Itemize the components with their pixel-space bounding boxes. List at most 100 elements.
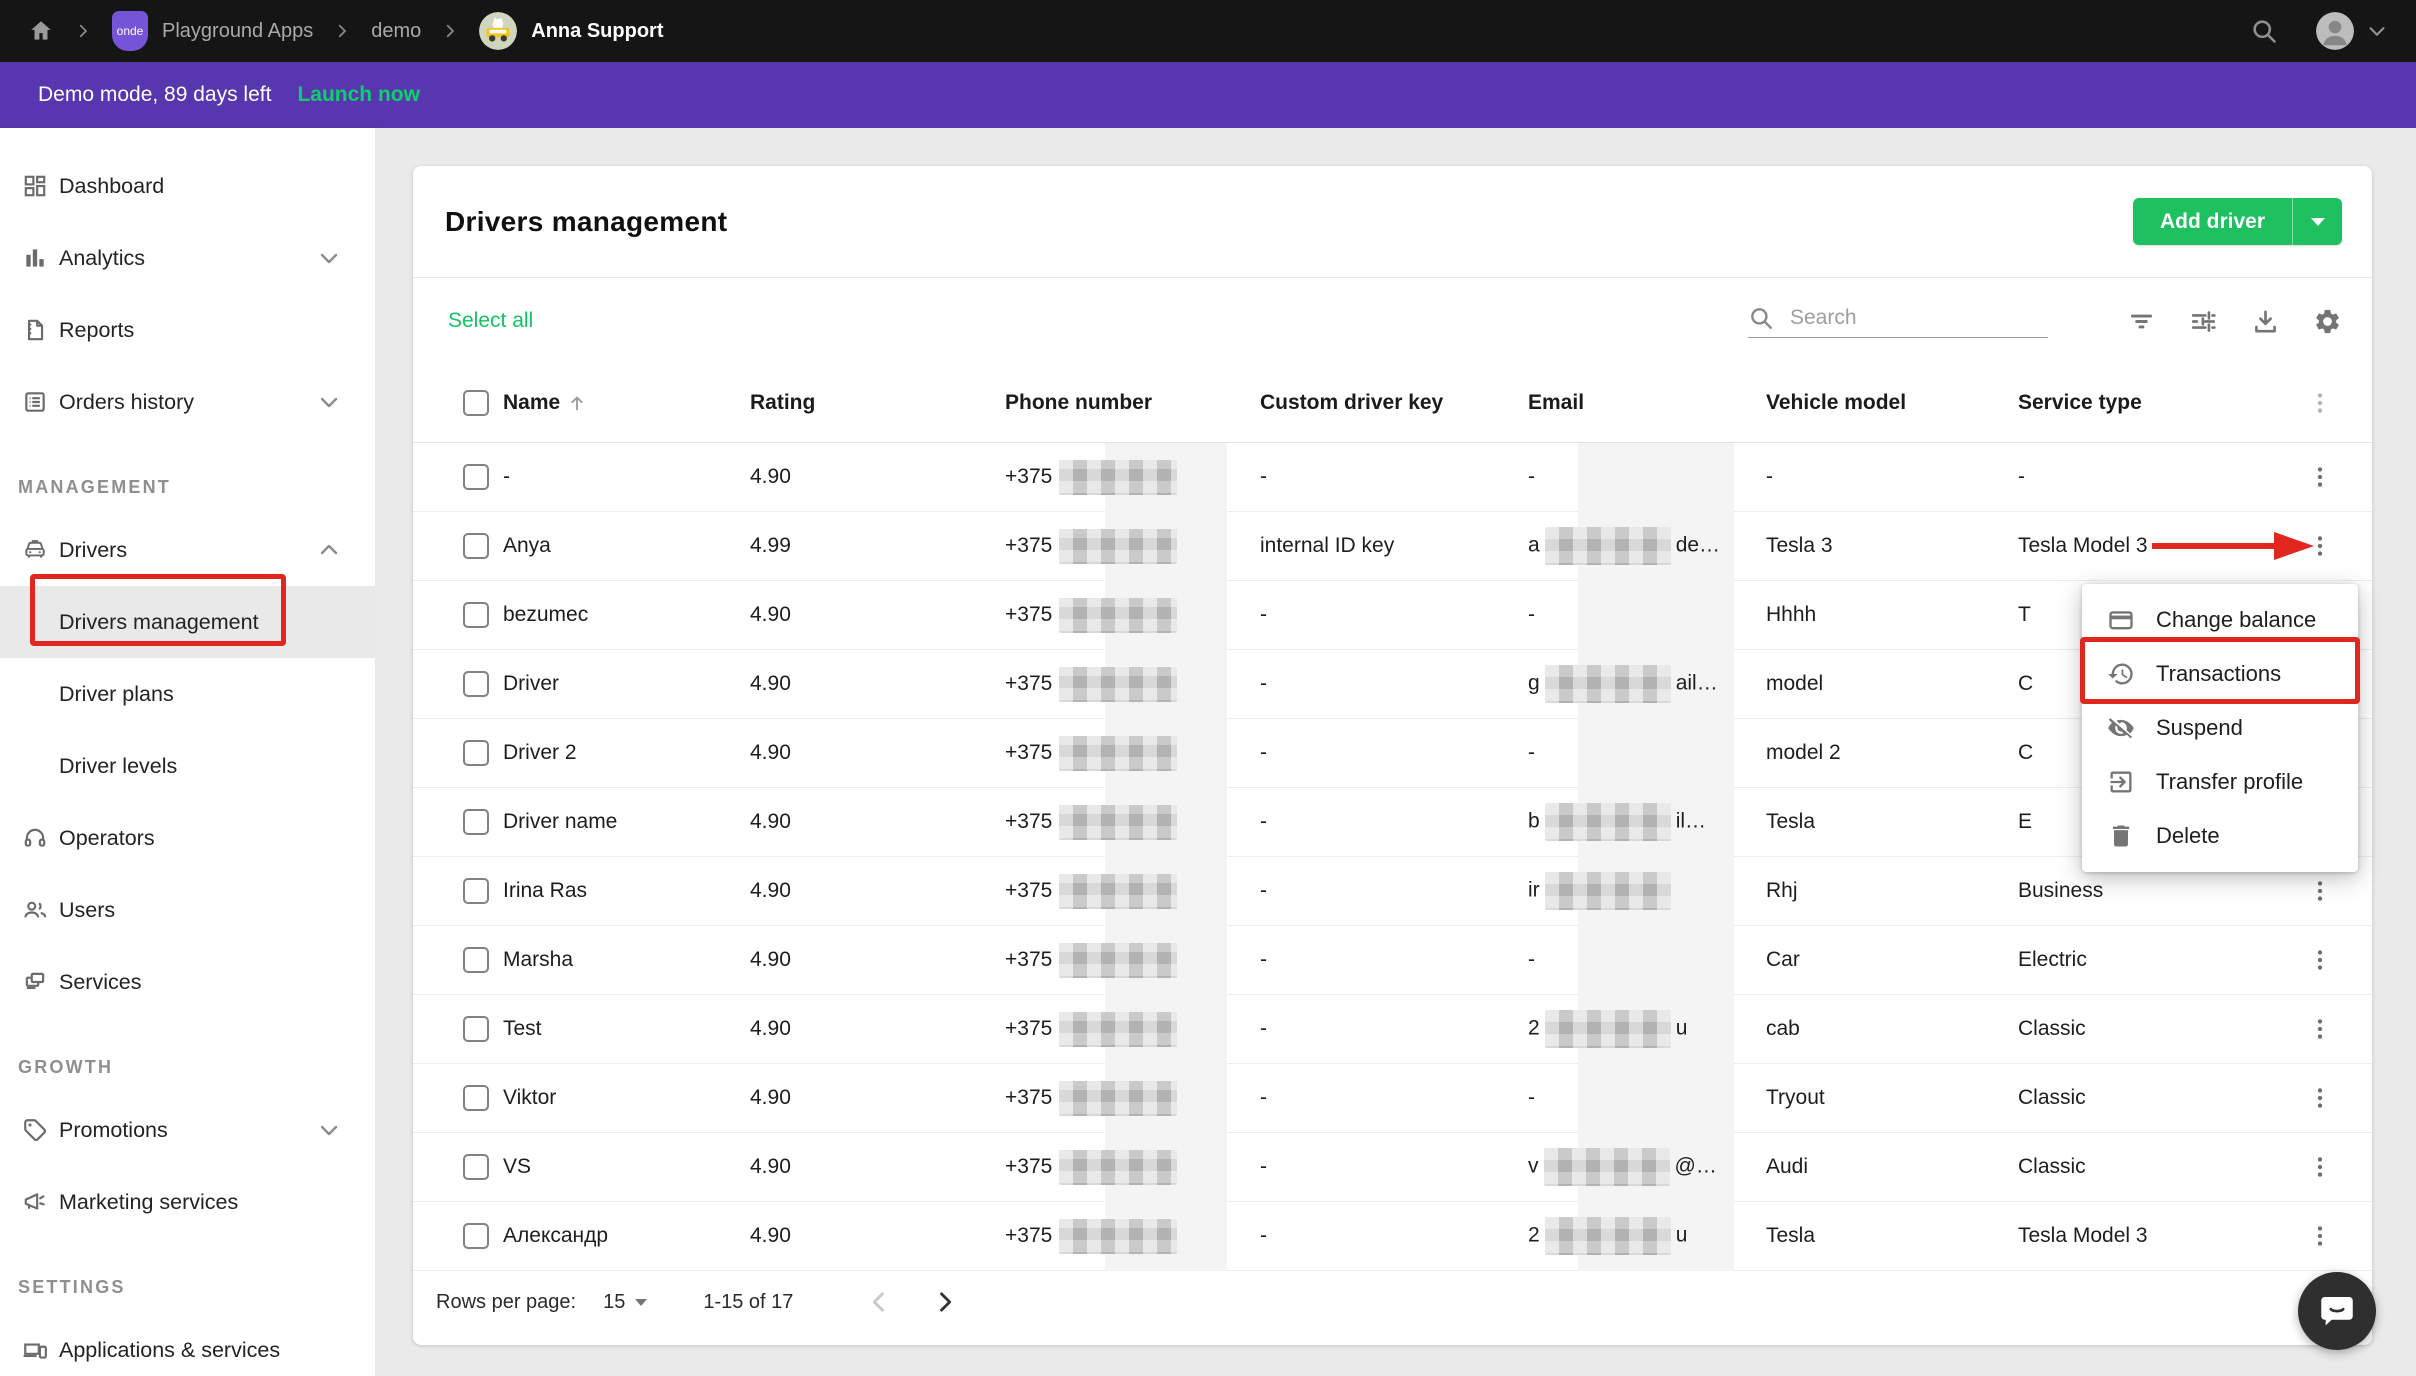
table-row-anya: Anya 4.99 +375 internal ID key a de… Tesla 3 Te… <box>413 512 2372 581</box>
cell-name: Anya <box>503 534 551 557</box>
search-icon[interactable] <box>2250 17 2278 45</box>
context-menu-label: Suspend <box>2156 715 2243 740</box>
row-actions-kebab-icon[interactable] <box>2300 1147 2340 1187</box>
row-actions-kebab-icon[interactable] <box>2300 1009 2340 1049</box>
column-header-name[interactable]: Name <box>503 391 750 415</box>
column-header-email[interactable]: Email <box>1528 391 1585 414</box>
select-all-checkbox[interactable] <box>463 390 489 416</box>
cell-phone: +375 <box>1005 1149 1260 1185</box>
cell-rating: 4.90 <box>750 948 791 971</box>
sidebar-item-applications-services[interactable]: Applications & services <box>0 1314 375 1376</box>
breadcrumb-user[interactable]: Anna Support <box>531 19 664 42</box>
demo-banner: Demo mode, 89 days left Launch now <box>0 62 2416 128</box>
add-driver-button[interactable]: Add driver <box>2132 198 2342 245</box>
caret-down-icon <box>635 1298 648 1306</box>
cell-name: bezumec <box>503 603 589 626</box>
launch-now-link[interactable]: Launch now <box>297 83 420 106</box>
cell-name: Test <box>503 1017 542 1040</box>
sidebar-item-promotions[interactable]: Promotions <box>0 1094 375 1166</box>
cell-vehicle-model: - <box>1766 465 1773 488</box>
sidebar-item-analytics[interactable]: Analytics <box>0 222 375 294</box>
cell-vehicle-model: Tesla <box>1766 1224 1816 1247</box>
redacted-phone-block <box>1059 873 1178 909</box>
context-menu-item-transfer-profile[interactable]: Transfer profile <box>2082 755 2358 809</box>
columns-menu-icon[interactable] <box>2300 383 2340 423</box>
breadcrumb-app[interactable]: Playground Apps <box>162 19 314 42</box>
sidebar-item-driver-plans[interactable]: Driver plans <box>0 658 375 730</box>
row-checkbox[interactable] <box>463 740 489 766</box>
breadcrumb-project[interactable]: demo <box>371 19 422 42</box>
context-menu-item-change-balance[interactable]: Change balance <box>2082 593 2358 647</box>
cell-phone: +375 <box>1005 666 1260 702</box>
row-actions-kebab-icon[interactable] <box>2300 940 2340 980</box>
column-header-vehicle-model[interactable]: Vehicle model <box>1766 391 1907 414</box>
home-icon[interactable] <box>28 18 54 44</box>
account-avatar[interactable] <box>479 12 518 50</box>
row-checkbox[interactable] <box>463 464 489 490</box>
gear-icon[interactable] <box>2313 307 2342 336</box>
dashboard-icon <box>22 173 48 199</box>
row-actions-kebab-icon[interactable] <box>2300 526 2340 566</box>
profile-menu-chevron-icon[interactable] <box>2366 20 2388 42</box>
sidebar-item-users[interactable]: Users <box>0 874 375 946</box>
sidebar-item-label: Services <box>59 969 142 994</box>
filter-icon[interactable] <box>2127 307 2156 336</box>
column-header-phone-number[interactable]: Phone number <box>1005 391 1153 414</box>
next-page-button[interactable] <box>931 1288 959 1316</box>
support-chat-button[interactable] <box>2298 1272 2376 1350</box>
cell-email: ir <box>1528 872 1766 910</box>
sidebar-section-management: MANAGEMENT <box>18 477 171 497</box>
sidebar-item-driver-levels[interactable]: Driver levels <box>0 730 375 802</box>
cell-name: Driver name <box>503 810 618 833</box>
row-checkbox[interactable] <box>463 1154 489 1180</box>
row-actions-kebab-icon[interactable] <box>2300 871 2340 911</box>
row-checkbox[interactable] <box>463 878 489 904</box>
search-input[interactable] <box>1788 304 2048 331</box>
sidebar-item-marketing-services[interactable]: Marketing services <box>0 1166 375 1238</box>
column-header-rating[interactable]: Rating <box>750 391 816 414</box>
sidebar-item-operators[interactable]: Operators <box>0 802 375 874</box>
row-context-menu: Change balance Transactions Suspend Transfe… <box>2082 584 2358 872</box>
cell-rating: 4.90 <box>750 1155 791 1178</box>
rows-per-page-select[interactable]: 15 <box>603 1291 648 1314</box>
profile-avatar[interactable] <box>2316 12 2354 50</box>
row-checkbox[interactable] <box>463 1085 489 1111</box>
redacted-email-block <box>1543 1148 1670 1186</box>
row-checkbox[interactable] <box>463 671 489 697</box>
row-checkbox[interactable] <box>463 947 489 973</box>
table-row-: -4.90 +375- - - - <box>413 443 2372 512</box>
column-header-service-type[interactable]: Service type <box>2018 391 2142 414</box>
context-menu-item-suspend[interactable]: Suspend <box>2082 701 2358 755</box>
row-checkbox[interactable] <box>463 1016 489 1042</box>
sidebar-item-drivers[interactable]: Drivers <box>0 514 375 586</box>
redacted-phone-block <box>1059 942 1178 978</box>
sidebar-item-orders-history[interactable]: Orders history <box>0 366 375 438</box>
cell-email: - <box>1528 603 1535 626</box>
add-driver-label[interactable]: Add driver <box>2159 209 2265 233</box>
tune-icon[interactable] <box>2189 307 2218 336</box>
row-checkbox[interactable] <box>463 533 489 559</box>
row-checkbox[interactable] <box>463 809 489 835</box>
onde-logo[interactable]: onde <box>112 11 148 51</box>
row-checkbox[interactable] <box>463 602 489 628</box>
previous-page-button[interactable] <box>865 1288 893 1316</box>
row-actions-kebab-icon[interactable] <box>2300 1216 2340 1256</box>
sidebar-item-reports[interactable]: Reports <box>0 294 375 366</box>
context-menu-item-delete[interactable]: Delete <box>2082 809 2358 863</box>
row-actions-kebab-icon[interactable] <box>2300 1078 2340 1118</box>
cell-name: VS <box>503 1155 532 1178</box>
redacted-phone-block <box>1059 1011 1178 1047</box>
sidebar-item-dashboard[interactable]: Dashboard <box>0 150 375 222</box>
sidebar-item-services[interactable]: Services <box>0 946 375 1018</box>
row-checkbox[interactable] <box>463 1223 489 1249</box>
page-title: Drivers management <box>445 205 728 237</box>
sidebar-item-drivers-management[interactable]: Drivers management <box>0 586 375 658</box>
row-actions-kebab-icon[interactable] <box>2300 457 2340 497</box>
download-icon[interactable] <box>2251 307 2280 336</box>
select-all-link[interactable]: Select all <box>448 309 534 332</box>
add-driver-dropdown[interactable] <box>2293 198 2342 245</box>
column-header-custom-driver-key[interactable]: Custom driver key <box>1260 391 1444 414</box>
redacted-email-block <box>1544 1217 1671 1255</box>
context-menu-item-transactions[interactable]: Transactions <box>2082 647 2358 701</box>
